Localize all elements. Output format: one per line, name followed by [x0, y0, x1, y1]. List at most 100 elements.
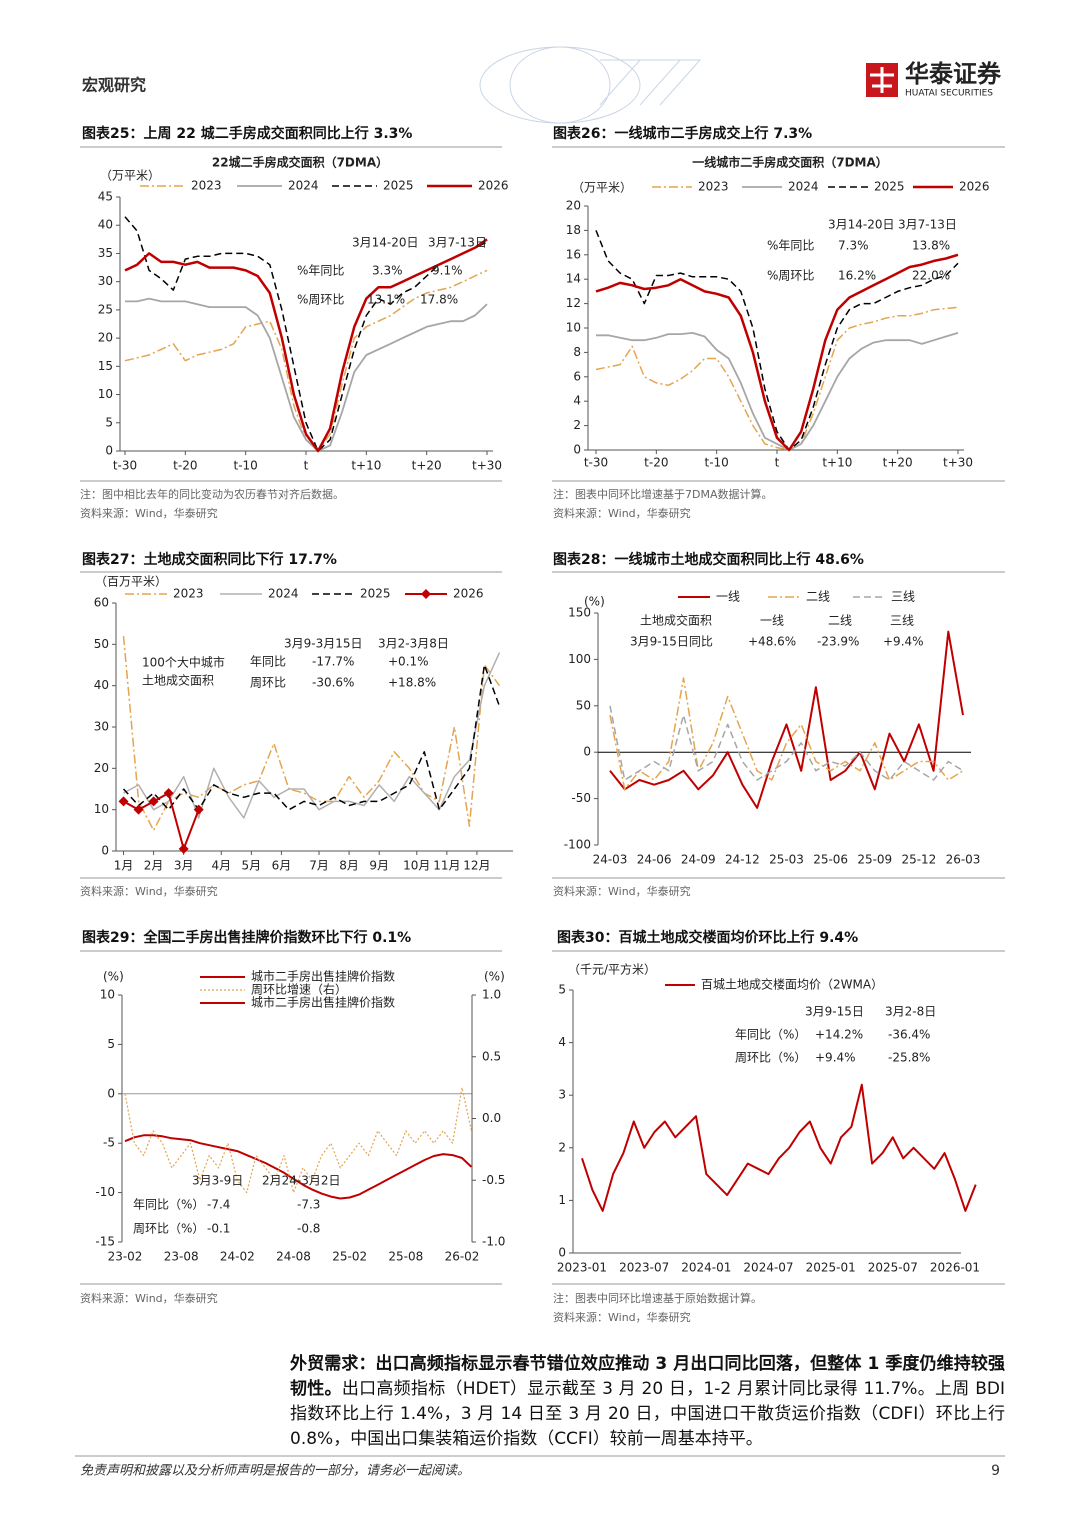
y-tick-label: 150: [568, 606, 591, 620]
legend-label: 三线: [891, 590, 915, 604]
x-tick-label: 25-12: [901, 853, 936, 867]
x-tick-label: t: [304, 459, 309, 473]
legend-label: 2026: [478, 179, 509, 193]
y-tick-label: 0: [558, 1246, 566, 1260]
legend-label: 百城土地成交楼面均价（2WMA）: [701, 977, 883, 992]
annotation-cell: 周环比（%）: [735, 1051, 806, 1065]
annotation-cell: 3月9-15日同比: [630, 635, 713, 649]
annotation-cell: -0.8: [297, 1222, 320, 1236]
y-tick-label: 0: [101, 844, 109, 858]
y-tick-label: 20: [94, 761, 109, 775]
body-text: 出口高频指标（HDET）显示截至 3 月 20 日，1-2 月累计同比录得 11…: [290, 1379, 1005, 1449]
logo-icon: [866, 63, 898, 97]
x-tick-label: 24-08: [276, 1250, 311, 1264]
annotation-cell: 3月9-15日: [805, 1005, 864, 1019]
axis-unit: （万平米）: [100, 169, 160, 183]
y-tick-label: 0: [573, 443, 581, 457]
annotation-cell: +9.4%: [815, 1051, 856, 1065]
annotation-cell: %周环比: [297, 293, 344, 307]
x-tick-label: 24-09: [681, 853, 716, 867]
y-tick-label: 2: [573, 418, 581, 432]
legend-label: 2023: [173, 587, 204, 601]
annotation-cell: 土地成交面积: [640, 613, 712, 628]
annotation-cell: 3月7-13日: [428, 236, 487, 250]
annotation-cell: 年同比: [250, 655, 286, 669]
chart-title: 22城二手房成交面积（7DMA）: [212, 155, 388, 170]
y-tick-label: 10: [566, 321, 581, 335]
x-tick-label: 26-03: [946, 853, 981, 867]
x-tick-label: t-20: [173, 459, 197, 473]
chart-caption: 图表25：上周 22 城二手房成交面积同比上行 3.3%: [82, 125, 412, 142]
y-tick-label: -15: [95, 1235, 115, 1249]
annotation-label: 100个大中城市: [142, 655, 225, 670]
y-tick-label: 30: [98, 274, 113, 288]
legend-label: 2024: [788, 180, 819, 194]
x-tick-label: 23-08: [164, 1250, 199, 1264]
x-tick-label: 6月: [272, 859, 292, 873]
annotation-cell: 年同比（%）: [735, 1028, 806, 1042]
body-paragraph: 外贸需求：出口高频指标显示春节错位效应推动 3 月出口同比回落，但整体 1 季度…: [290, 1352, 1005, 1452]
chart-source: 资料来源：Wind，华泰研究: [553, 884, 691, 898]
legend-label: 2023: [191, 179, 222, 193]
section-label: 宏观研究: [82, 76, 146, 95]
y-tick-label: 10: [98, 387, 113, 401]
chart-source: 资料来源：Wind，华泰研究: [553, 506, 691, 520]
y-tick-label: 8: [573, 345, 581, 359]
annotation-cell: 2月24-3月2日: [262, 1174, 341, 1188]
annotation-cell: 3月2-3月8日: [378, 637, 449, 651]
x-tick-label: t-30: [113, 459, 137, 473]
y-tick-label: 0: [105, 444, 113, 458]
y-tick-label: 4: [558, 1035, 566, 1049]
annotation-cell: +48.6%: [748, 635, 796, 649]
point-marker: [193, 804, 204, 815]
x-tick-label: t: [775, 456, 780, 470]
y-tick-label: 25: [98, 302, 113, 316]
y-tick-label: 0: [583, 745, 591, 759]
y-tick-label: 1: [558, 1193, 566, 1207]
x-tick-label: 9月: [369, 859, 389, 873]
y-tick-label: 18: [566, 223, 581, 237]
y-tick-label: 14: [566, 272, 581, 286]
legend-label: 2024: [268, 587, 299, 601]
x-tick-label: 2025-01: [806, 1261, 856, 1275]
x-tick-label: 24-12: [725, 853, 760, 867]
chart-note: 注：图表中同环比增速基于7DMA数据计算。: [553, 487, 772, 501]
axis-unit: （万平米）: [572, 181, 632, 195]
chart-caption: 图表26：一线城市二手房成交上行 7.3%: [553, 125, 812, 142]
y2-tick-label: -0.5: [482, 1173, 505, 1187]
annotation-cell: 三线: [890, 614, 914, 628]
series-line: [125, 297, 488, 452]
x-tick-label: 24-06: [637, 853, 672, 867]
page-number: 9: [991, 1463, 1000, 1479]
legend-label: 二线: [806, 590, 830, 604]
y-tick-label: 40: [98, 218, 113, 232]
annotation-cell: -7.3: [297, 1198, 320, 1212]
x-tick-label: t-30: [584, 456, 608, 470]
y-tick-label: 60: [94, 596, 109, 610]
annotation-cell: 3月3-9日: [192, 1174, 243, 1188]
section-rules: [75, 146, 1005, 1457]
x-tick-label: 5月: [242, 859, 262, 873]
legend-label: 2026: [959, 180, 990, 194]
point-marker: [148, 796, 159, 807]
series-line: [124, 216, 488, 452]
x-tick-label: t+10: [822, 456, 852, 470]
x-tick-label: t+20: [412, 459, 442, 473]
series-line: [124, 238, 488, 453]
x-tick-label: t-20: [644, 456, 668, 470]
x-tick-label: 26-02: [445, 1250, 480, 1264]
brand-name: 华泰证券: [905, 60, 1002, 88]
x-tick-label: t-10: [234, 459, 258, 473]
y-tick-label: -5: [103, 1136, 115, 1150]
legend-label: 2025: [383, 179, 414, 193]
chart-source: 资料来源：Wind，华泰研究: [80, 884, 218, 898]
series-line: [123, 652, 501, 819]
annotation-cell: 17.8%: [420, 293, 458, 307]
annotation-cell: 二线: [828, 614, 852, 628]
series-line: [609, 677, 964, 791]
annotation-cell: +9.4%: [883, 635, 924, 649]
chart-caption: 图表27：土地成交面积同比下行 17.7%: [82, 551, 337, 568]
axis-unit-right: (%): [484, 970, 505, 984]
x-tick-label: 2026-01: [930, 1261, 980, 1275]
annotation-cell: +0.1%: [388, 655, 429, 669]
